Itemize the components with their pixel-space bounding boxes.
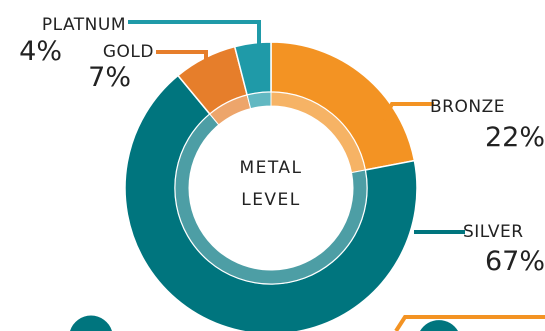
slice-label-bronze: BRONZE — [430, 97, 505, 117]
partial-circle-right — [420, 320, 458, 331]
slice-value-platnum: 4% — [19, 36, 62, 67]
leader-line-platnum — [128, 20, 261, 44]
slice-value-gold: 7% — [88, 62, 131, 93]
inner-ring-tint-silver — [175, 114, 368, 284]
partial-leader-line — [394, 315, 545, 331]
inner-ring-tint-bronze — [271, 92, 366, 173]
slice-value-silver: 67% — [485, 246, 545, 277]
center-label-line-2: LEVEL — [241, 190, 301, 210]
donut-hole — [189, 106, 353, 270]
slice-label-gold: GOLD — [103, 42, 154, 62]
slices-group — [124, 41, 418, 331]
partial-circle-left — [70, 315, 112, 331]
slice-label-silver: SILVER — [463, 222, 524, 242]
partial-next-chart — [70, 315, 545, 331]
inner-ring-tint-platnum — [247, 92, 271, 109]
leader-line-gold — [156, 50, 208, 70]
inner-ring-tint-gold — [209, 95, 251, 125]
slice-label-platnum: PLATNUM — [42, 15, 126, 35]
center-label-line-1: METAL — [239, 158, 302, 178]
leader-line-bronze — [382, 102, 434, 121]
slice-value-bronze: 22% — [485, 122, 545, 153]
